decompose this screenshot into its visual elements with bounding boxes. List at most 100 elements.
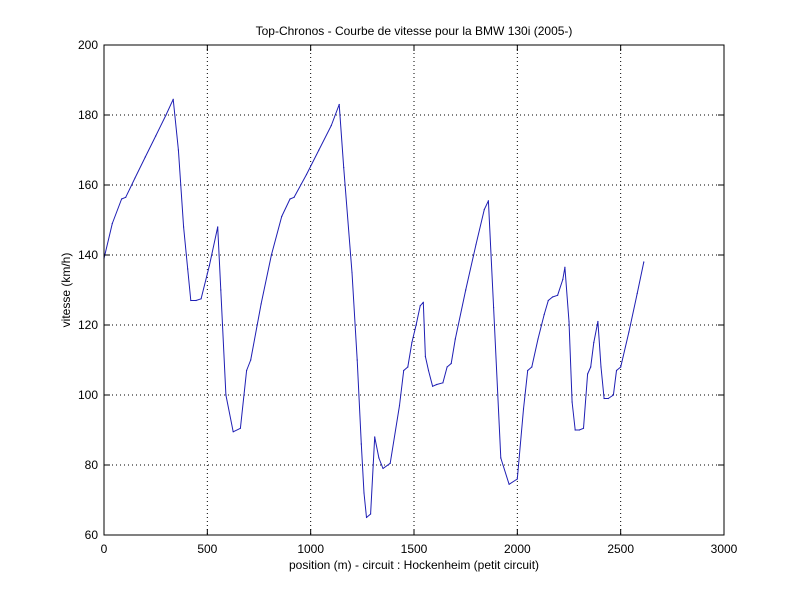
data-point (475, 243, 477, 246)
data-point (427, 369, 430, 372)
data-point (217, 226, 219, 228)
data-point (374, 436, 376, 438)
data-point (155, 135, 157, 137)
data-point (551, 296, 554, 298)
data-point (593, 341, 595, 344)
data-point (612, 394, 615, 396)
data-point (382, 467, 384, 470)
data-point (564, 266, 566, 268)
x-tick-label: 1500 (401, 542, 428, 556)
data-point (270, 254, 272, 256)
data-point (183, 226, 185, 228)
data-point (582, 427, 585, 429)
data-point (281, 215, 283, 218)
data-point (603, 397, 605, 400)
data-point (508, 483, 510, 485)
y-tick-label: 80 (85, 458, 99, 472)
y-tick-label: 160 (78, 178, 98, 192)
data-point (516, 478, 518, 480)
data-point (356, 359, 358, 361)
data-point (562, 278, 564, 281)
data-point (590, 366, 592, 368)
data-point (419, 305, 421, 307)
chart-title: Top-Chronos - Courbe de vitesse pour la … (256, 24, 573, 38)
data-point (543, 313, 545, 316)
data-point (493, 306, 495, 309)
data-point (442, 382, 444, 384)
data-point (450, 362, 452, 365)
data-point (620, 366, 622, 368)
data-point (615, 369, 618, 372)
grid-lines (104, 45, 724, 535)
data-point (628, 331, 630, 333)
y-tick-label: 140 (78, 248, 98, 262)
x-tick-label: 2500 (607, 542, 634, 556)
data-point (318, 149, 320, 151)
data-point (111, 222, 113, 225)
y-tick-label: 180 (78, 108, 98, 122)
data-point (643, 261, 645, 263)
data-point (424, 355, 426, 358)
data-point (446, 366, 448, 368)
data-point (568, 320, 570, 323)
data-point (636, 292, 638, 295)
data-point (398, 404, 401, 407)
data-point (144, 156, 146, 158)
data-point (260, 303, 262, 305)
data-point (360, 443, 362, 445)
data-point (597, 320, 599, 323)
x-tick-label: 1000 (297, 542, 324, 556)
data-point (289, 198, 291, 200)
data-point (225, 394, 227, 396)
data-point (600, 366, 602, 368)
y-tick-label: 60 (85, 528, 99, 542)
data-point (607, 397, 609, 400)
data-point (195, 299, 197, 302)
x-tick-label: 3000 (711, 542, 738, 556)
x-tick-label: 2000 (504, 542, 531, 556)
data-point (305, 173, 308, 176)
data-point (432, 385, 434, 387)
data-point (522, 408, 525, 410)
data-point (125, 196, 127, 198)
y-tick-label: 120 (78, 318, 98, 332)
data-point (574, 429, 576, 431)
data-point (208, 264, 210, 267)
data-point (190, 299, 192, 302)
data-point (422, 301, 424, 303)
data-point (587, 373, 589, 375)
data-point (500, 457, 502, 459)
data-point (454, 338, 456, 340)
data-point (547, 299, 549, 302)
data-point (134, 177, 136, 179)
y-tick-label: 200 (78, 38, 98, 52)
data-point (363, 492, 365, 494)
data-point (200, 298, 202, 300)
data-point (557, 294, 559, 296)
data-point (172, 98, 174, 100)
data-point (232, 431, 234, 433)
speed-series-line (103, 98, 645, 518)
data-point (465, 289, 467, 291)
data-point (365, 516, 368, 519)
data-point (351, 271, 353, 274)
data-point (527, 369, 529, 372)
data-point (407, 366, 409, 368)
x-tick-label: 500 (197, 542, 217, 556)
tick-marks (103, 44, 725, 536)
data-point (121, 198, 123, 200)
data-point (487, 200, 489, 202)
y-axis-label: vitesse (km/h) (59, 253, 73, 328)
data-point (389, 462, 391, 464)
data-point (220, 289, 222, 291)
data-point (330, 124, 332, 127)
data-point (250, 359, 252, 361)
y-tick-label: 100 (78, 388, 98, 402)
data-point (343, 166, 345, 169)
data-point (338, 103, 340, 106)
data-point (239, 427, 241, 429)
data-point (177, 149, 179, 151)
data-point (483, 208, 485, 211)
